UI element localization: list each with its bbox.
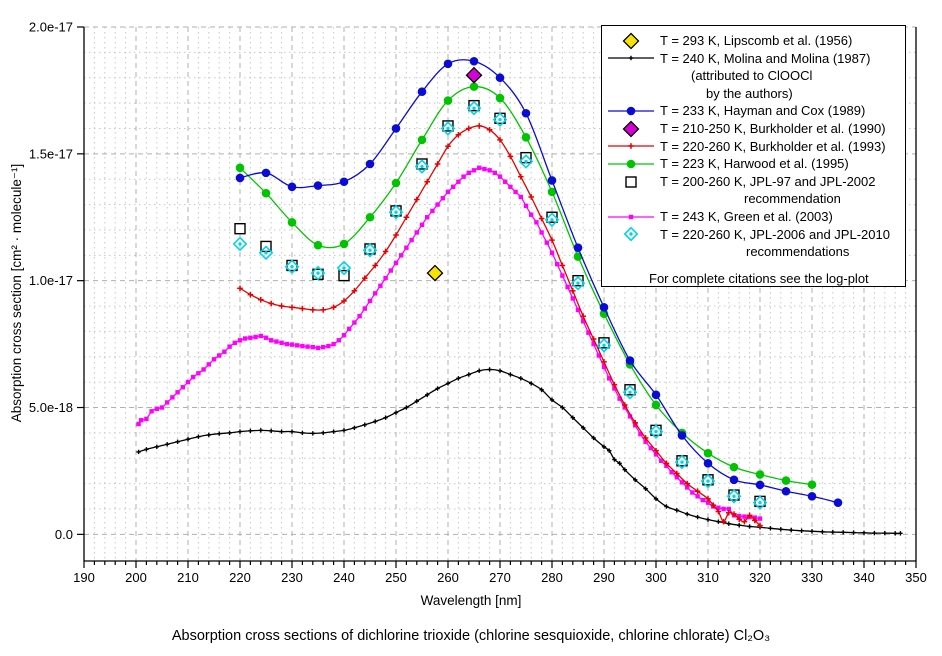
x-tick-label: 220	[229, 570, 251, 585]
x-tick-label: 320	[749, 570, 771, 585]
legend-entry-label: T = 220-260 K, JPL-2006 and JPL-2010	[660, 226, 890, 242]
legend-entry-harwood-1995: T = 223 K, Harwood et al. (1995)	[602, 155, 905, 173]
legend-entry-burkholder-1990: T = 210-250 K, Burkholder et al. (1990)	[602, 120, 905, 138]
series-burkholder-1990	[465, 66, 483, 84]
legend-spacer	[602, 190, 660, 208]
legend-entry-label: T = 240 K, Molina and Molina (1987)	[660, 50, 871, 66]
x-tick-label: 280	[541, 570, 563, 585]
x-axis-title: Wavelength [nm]	[420, 593, 522, 608]
legend-spacer	[602, 67, 660, 85]
molina-1987-legend-marker-icon	[602, 50, 660, 68]
legend-note: For complete citations see the log-plot	[649, 270, 869, 286]
series-hayman-1989	[235, 56, 843, 507]
legend-spacer	[602, 85, 660, 103]
legend-entry-jpl-97-2002: T = 200-260 K, JPL-97 and JPL-2002	[602, 173, 905, 191]
lipscomb-1956-legend-marker-icon	[602, 32, 660, 50]
hayman-1989-legend-marker-icon	[602, 102, 660, 120]
series-burkholder-1993	[237, 123, 763, 529]
y-axis-title: Absorption cross section [cm² · molecule…	[9, 163, 24, 423]
y-tick-label: 1.0e-17	[29, 273, 73, 288]
series-jpl-2006-2010	[232, 100, 768, 510]
chart-caption: Absorption cross sections of dichlorine …	[171, 628, 771, 644]
legend-box: T = 293 K, Lipscomb et al. (1956) T = 240…	[601, 25, 906, 287]
x-tick-label: 310	[697, 570, 719, 585]
burkholder-1990-legend-marker-icon	[602, 120, 660, 138]
legend-entry-label: T = 293 K, Lipscomb et al. (1956)	[660, 33, 853, 48]
burkholder-1993-legend-marker-icon	[602, 138, 660, 156]
legend-entry-label: T = 243 K, Green et al. (2003)	[660, 208, 833, 224]
axis-ticks-and-labels: 190 200 210 220 230 240 250 260 270 280 290 300 310 3…	[29, 20, 927, 586]
harwood-1995-legend-marker-icon	[602, 155, 660, 173]
y-tick-label: 1.5e-17	[29, 146, 73, 161]
x-tick-label: 300	[645, 570, 667, 585]
x-tick-label: 210	[177, 570, 199, 585]
x-tick-label: 350	[905, 570, 927, 585]
legend-entries: T = 293 K, Lipscomb et al. (1956) T = 240…	[602, 32, 905, 261]
x-tick-label: 330	[801, 570, 823, 585]
x-tick-label: 190	[73, 570, 95, 585]
legend-entry-molina-1987: T = 240 K, Molina and Molina (1987)	[602, 50, 905, 68]
legend-entry-label: recommendations	[746, 244, 850, 260]
y-tick-label: 0.0	[55, 527, 73, 542]
legend-entry-green-2003: T = 243 K, Green et al. (2003)	[602, 208, 905, 226]
legend-entry-label: by the authors)	[706, 85, 793, 101]
legend-entry-jpl-2006-2010-cont: recommendations	[602, 243, 905, 261]
x-tick-label: 240	[333, 570, 355, 585]
x-tick-label: 260	[437, 570, 459, 585]
x-tick-label: 200	[125, 570, 147, 585]
x-tick-label: 270	[489, 570, 511, 585]
legend-entry-label: T = 233 K, Hayman and Cox (1989)	[660, 103, 866, 119]
legend-entry-label: recommendation	[744, 191, 841, 207]
series-molina-1987	[136, 367, 903, 536]
y-tick-label: 2.0e-17	[29, 20, 73, 35]
jpl-2006-2010-legend-marker-icon	[602, 226, 660, 244]
legend-entry-burkholder-1993: T = 220-260 K, Burkholder et al. (1993)	[602, 138, 905, 156]
x-tick-label: 340	[853, 570, 875, 585]
series-lipscomb-1956	[426, 264, 444, 282]
grid	[84, 26, 916, 561]
legend-entry-lipscomb-1956: T = 293 K, Lipscomb et al. (1956)	[602, 32, 905, 50]
x-tick-label: 250	[385, 570, 407, 585]
legend-entry-label: T = 223 K, Harwood et al. (1995)	[660, 156, 849, 172]
legend-entry-jpl-97-2002-cont: recommendation	[602, 190, 905, 208]
y-tick-label: 5.0e-18	[29, 400, 73, 415]
legend-entry-hayman-1989: T = 233 K, Hayman and Cox (1989)	[602, 102, 905, 120]
legend-entry-label: T = 210-250 K, Burkholder et al. (1990)	[660, 120, 886, 136]
legend-spacer	[602, 243, 660, 261]
jpl-97-2002-legend-marker-icon	[602, 173, 660, 191]
green-2003-legend-marker-icon	[602, 208, 660, 226]
legend-entry-label: T = 200-260 K, JPL-97 and JPL-2002	[660, 173, 876, 189]
x-tick-label: 290	[593, 570, 615, 585]
legend-entry-label: T = 220-260 K, Burkholder et al. (1993)	[660, 138, 886, 154]
series-green-2003	[136, 165, 763, 521]
x-tick-label: 230	[281, 570, 303, 585]
legend-entry-molina-1987-cont: by the authors)	[602, 85, 905, 103]
legend-entry-molina-1987-cont: (attributed to ClOOCl	[602, 67, 905, 85]
legend-entry-jpl-2006-2010: T = 220-260 K, JPL-2006 and JPL-2010	[602, 226, 905, 244]
legend-entry-label: (attributed to ClOOCl	[691, 68, 813, 84]
